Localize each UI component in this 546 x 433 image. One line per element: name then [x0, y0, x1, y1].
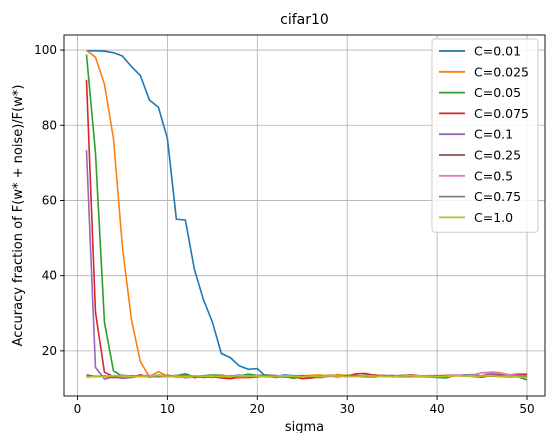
legend-label: C=0.01	[474, 44, 521, 59]
legend-frame	[431, 38, 539, 233]
y-tick-label: 60	[42, 193, 57, 207]
legend-label: C=0.05	[474, 85, 521, 100]
y-axis-label: Accuracy fraction of F(w* + noise)/F(w*)	[11, 85, 26, 347]
legend-label: C=0.025	[474, 64, 529, 79]
legend-label: C=1.0	[474, 210, 513, 225]
y-tick-label: 20	[42, 344, 57, 358]
legend: C=0.01 C=0.025 C=0.05 C=0.075 C=0.1 C=0.25 C=0…	[431, 38, 539, 233]
x-tick-label: 0	[74, 402, 82, 416]
plot-frame	[63, 34, 546, 397]
legend-label: C=0.75	[474, 189, 521, 204]
x-axis-label: sigma	[285, 420, 324, 433]
y-tick-label: 80	[42, 118, 57, 132]
y-tick-label: 100	[34, 43, 57, 57]
legend-label: C=0.5	[474, 168, 513, 183]
legend-label: C=0.25	[474, 148, 521, 163]
ticks-layer: 0 10 20 30 40 50 20 40 60 80 100	[34, 43, 535, 416]
chart-title: cifar10	[280, 12, 329, 28]
x-tick-label: 50	[519, 402, 534, 416]
x-tick-label: 40	[429, 402, 444, 416]
legend-label: C=0.1	[474, 127, 513, 142]
x-tick-label: 30	[340, 402, 355, 416]
x-tick-label: 20	[250, 402, 265, 416]
x-tick-label: 10	[160, 402, 175, 416]
legend-label: C=0.075	[474, 106, 529, 121]
y-tick-label: 40	[42, 269, 57, 283]
series-layer	[85, 49, 528, 381]
series-line-8	[86, 374, 528, 379]
